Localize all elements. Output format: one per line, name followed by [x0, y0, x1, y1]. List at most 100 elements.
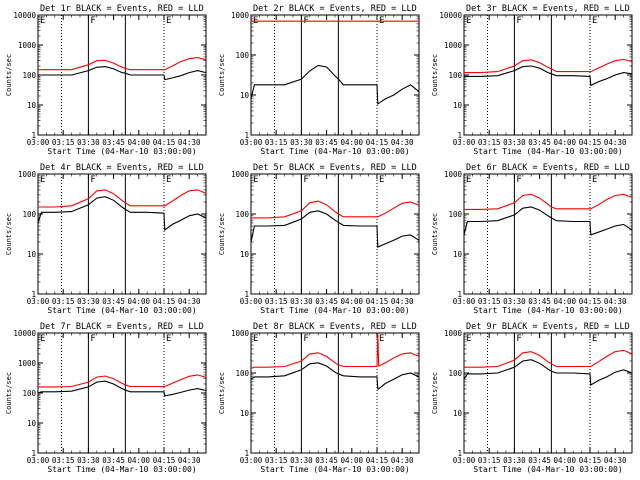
x-tick-label: 03:30	[290, 456, 313, 465]
chart-title: Det 9r BLACK = Events, RED = LLD	[466, 322, 630, 332]
y-axis-label: Counts/sec	[218, 54, 226, 96]
region-marker-label: E	[40, 334, 45, 344]
y-tick-label: 1000	[231, 11, 250, 20]
x-tick-label: 04:15	[579, 138, 602, 147]
x-axis-label: Start Time (04-Mar-10 03:00:00)	[47, 306, 196, 315]
y-tick-label: 100	[235, 51, 249, 60]
y-axis-label: Counts/sec	[5, 213, 13, 255]
y-tick-label: 100	[22, 71, 36, 80]
x-tick-label: 03:15	[478, 297, 501, 306]
chart-title: Det 3r BLACK = Events, RED = LLD	[466, 4, 630, 14]
y-tick-label: 10	[27, 101, 37, 110]
x-axis-label: Start Time (04-Mar-10 03:00:00)	[473, 465, 622, 474]
chart-panel: Det 6r BLACK = Events, RED = LLD 1 10 100 10…	[431, 163, 633, 315]
x-tick-label: 03:15	[478, 138, 501, 147]
region-marker-label: F	[303, 175, 308, 185]
x-tick-label: 04:30	[391, 138, 414, 147]
y-tick-label: 1	[457, 290, 462, 299]
region-marker-label: E	[592, 16, 597, 26]
x-tick-label: 03:00	[453, 297, 476, 306]
region-marker-label: F	[90, 16, 95, 26]
y-tick-label: 100	[235, 210, 249, 219]
events-series-line	[464, 65, 633, 87]
x-tick-label: 03:00	[240, 138, 263, 147]
region-marker-label: E	[40, 175, 45, 185]
region-marker-label: E	[466, 16, 471, 26]
x-tick-label: 03:15	[52, 297, 75, 306]
x-tick-label: 04:00	[554, 456, 577, 465]
x-tick-label: 03:00	[240, 297, 263, 306]
events-series-line	[37, 196, 207, 231]
region-marker-label: E	[592, 334, 597, 344]
events-series-line	[250, 64, 420, 105]
events-series-line	[37, 380, 207, 397]
x-tick-label: 04:30	[178, 456, 201, 465]
plot-frame	[250, 14, 420, 136]
y-tick-label: 1	[244, 449, 249, 458]
x-tick-label: 03:45	[528, 138, 551, 147]
x-tick-label: 04:00	[128, 456, 151, 465]
chart-title: Det 7r BLACK = Events, RED = LLD	[40, 322, 204, 332]
x-axis-label: Start Time (04-Mar-10 03:00:00)	[47, 465, 196, 474]
x-tick-label: 04:15	[153, 297, 176, 306]
x-tick-label: 04:15	[153, 456, 176, 465]
x-tick-label: 03:30	[290, 138, 313, 147]
y-tick-label: 10000	[439, 11, 462, 20]
y-tick-label: 100	[448, 210, 462, 219]
chart-panel: Det 4r BLACK = Events, RED = LLD 1 10 100 10…	[5, 163, 207, 315]
x-tick-label: 04:30	[604, 138, 627, 147]
x-tick-label: 03:30	[503, 456, 526, 465]
x-tick-label: 03:45	[528, 456, 551, 465]
x-tick-label: 03:15	[265, 138, 288, 147]
y-tick-label: 1	[31, 290, 36, 299]
y-tick-label: 100	[235, 369, 249, 378]
lld-series-line	[464, 193, 633, 210]
y-tick-label: 1000	[18, 41, 37, 50]
y-tick-label: 100	[22, 210, 36, 219]
region-marker-label: F	[516, 16, 521, 26]
y-tick-label: 1	[457, 449, 462, 458]
y-tick-label: 1	[457, 131, 462, 140]
chart-panel: Det 7r BLACK = Events, RED = LLD 1 10 100 10…	[5, 322, 207, 474]
region-marker-label: F	[90, 334, 95, 344]
y-tick-label: 1	[31, 131, 36, 140]
y-axis-label: Counts/sec	[218, 213, 226, 255]
x-tick-label: 03:45	[315, 138, 338, 147]
x-tick-label: 04:00	[554, 138, 577, 147]
x-tick-label: 03:30	[290, 297, 313, 306]
x-tick-label: 03:15	[478, 456, 501, 465]
chart-title: Det 1r BLACK = Events, RED = LLD	[40, 4, 204, 14]
chart-panel: Det 8r BLACK = Events, RED = LLD 1 10 100 10…	[218, 322, 420, 474]
x-tick-label: 03:30	[503, 138, 526, 147]
lld-series-line	[250, 332, 420, 369]
chart-panel: Det 3r BLACK = Events, RED = LLD 1 10 100 10…	[431, 4, 633, 156]
y-tick-label: 1000	[444, 170, 463, 179]
x-tick-label: 04:30	[391, 456, 414, 465]
x-tick-label: 04:00	[128, 297, 151, 306]
events-series-line	[463, 359, 633, 386]
y-axis-label: Counts/sec	[218, 372, 226, 414]
x-tick-label: 03:30	[77, 297, 100, 306]
region-marker-label: F	[516, 175, 521, 185]
x-tick-label: 03:45	[528, 297, 551, 306]
x-tick-label: 03:45	[102, 138, 125, 147]
x-tick-label: 04:30	[178, 297, 201, 306]
x-axis-label: Start Time (04-Mar-10 03:00:00)	[260, 147, 409, 156]
y-tick-label: 10	[453, 250, 463, 259]
x-tick-label: 03:00	[240, 456, 263, 465]
y-axis-label: Counts/sec	[5, 372, 13, 414]
region-marker-label: E	[592, 175, 597, 185]
plot-frame	[463, 14, 633, 136]
chart-title: Det 8r BLACK = Events, RED = LLD	[253, 322, 417, 332]
x-tick-label: 03:45	[315, 297, 338, 306]
x-tick-label: 03:45	[315, 456, 338, 465]
x-tick-label: 04:00	[341, 138, 364, 147]
x-axis-label: Start Time (04-Mar-10 03:00:00)	[473, 147, 622, 156]
x-tick-label: 03:30	[77, 138, 100, 147]
y-tick-label: 1000	[444, 41, 463, 50]
x-tick-label: 04:00	[554, 297, 577, 306]
x-tick-label: 04:30	[391, 297, 414, 306]
region-marker-label: E	[166, 175, 171, 185]
y-tick-label: 10000	[13, 11, 36, 20]
